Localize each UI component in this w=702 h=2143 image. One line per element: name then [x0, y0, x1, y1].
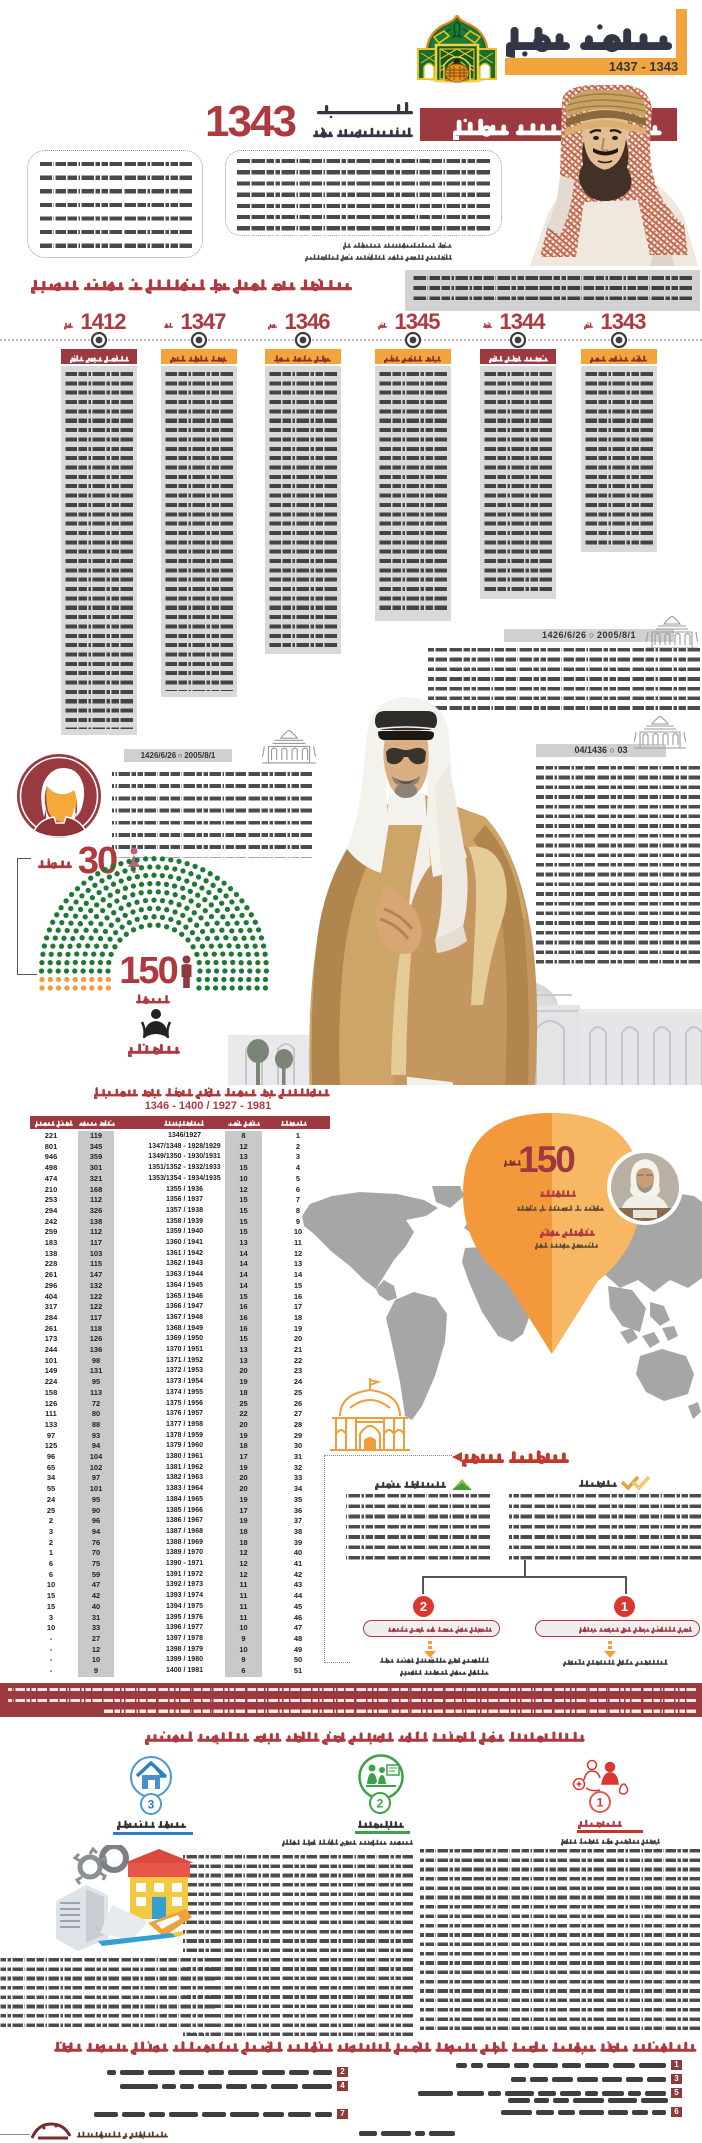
svg-text:2: 2 — [377, 1796, 384, 1810]
svg-text:2: 2 — [419, 1599, 426, 1614]
svg-text:3: 3 — [148, 1797, 155, 1811]
svg-text:1: 1 — [620, 1599, 627, 1614]
svg-text:1: 1 — [597, 1795, 604, 1809]
